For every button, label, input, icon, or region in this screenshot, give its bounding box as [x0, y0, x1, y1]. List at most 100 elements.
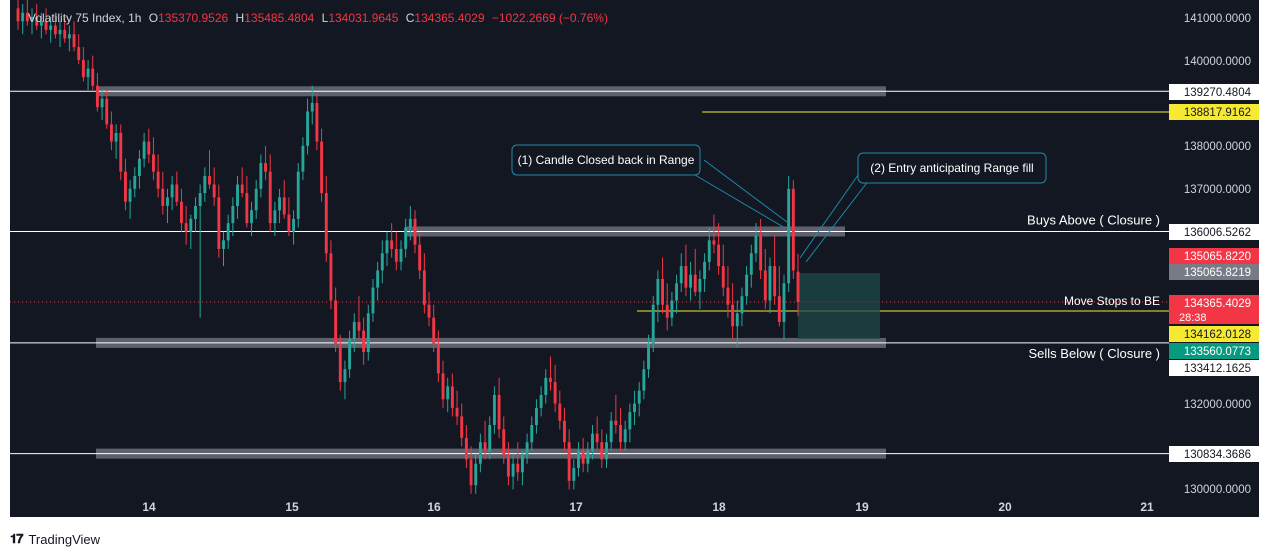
- candle-body: [91, 68, 95, 86]
- callout-pointer: [694, 174, 786, 229]
- time-tick-label: 16: [427, 500, 441, 514]
- candle-body: [212, 184, 216, 198]
- candle: [264, 145, 267, 181]
- change-value: −1022.2669 (−0.76%): [491, 11, 608, 25]
- candle: [394, 231, 398, 271]
- price-tick-label: 130000.0000: [1184, 484, 1251, 496]
- badge-bg: [1169, 326, 1259, 342]
- candle: [324, 175, 328, 262]
- candle-body: [343, 369, 347, 383]
- candle: [469, 446, 473, 494]
- candle: [679, 253, 683, 292]
- candle-body: [656, 278, 660, 305]
- candle-body: [600, 442, 604, 460]
- candle-body: [348, 339, 352, 370]
- candle-body: [119, 132, 123, 172]
- candle: [418, 231, 422, 279]
- candle: [436, 330, 440, 383]
- candle: [287, 197, 291, 237]
- brand-name: TradingView: [28, 531, 101, 547]
- candle-body: [142, 141, 146, 159]
- candle-body: [773, 266, 777, 297]
- candle: [511, 455, 515, 490]
- badge-text: 130834.3686: [1184, 449, 1251, 461]
- candle: [623, 420, 627, 451]
- candle-body: [63, 29, 67, 39]
- candle: [273, 201, 277, 237]
- candle-body: [264, 163, 267, 172]
- level-lines: Buys Above ( Closure ) Sells Below ( Clos…: [10, 86, 1169, 459]
- candle-body: [763, 270, 767, 301]
- candle-body: [609, 420, 613, 443]
- candle-body: [441, 373, 445, 400]
- candle: [100, 90, 104, 121]
- badge-bg: [1169, 224, 1259, 240]
- candle-body: [418, 244, 422, 271]
- candle-body: [310, 102, 314, 112]
- price-tick-label: 140000.0000: [1184, 56, 1251, 68]
- candle-body: [506, 455, 510, 477]
- candle: [740, 287, 744, 327]
- candle: [278, 188, 282, 224]
- candle: [198, 184, 202, 318]
- candle: [133, 167, 137, 198]
- candle-body: [301, 145, 305, 172]
- candle-body: [376, 270, 380, 288]
- candle: [236, 175, 239, 219]
- badge-bg: [1169, 446, 1259, 462]
- candle: [152, 137, 155, 181]
- candle-body: [404, 227, 408, 249]
- candle-body: [236, 184, 239, 206]
- candle: [768, 257, 772, 314]
- candle: [731, 283, 735, 340]
- candle-body: [198, 193, 202, 206]
- candle: [35, 4, 39, 30]
- candle: [619, 407, 622, 451]
- candle-body: [315, 102, 319, 142]
- candle-body: [684, 266, 688, 288]
- candle: [44, 8, 48, 35]
- candle: [231, 197, 235, 237]
- candle-body: [544, 377, 548, 395]
- tradingview-logo[interactable]: 𝟏𝟕 TradingView: [10, 531, 100, 547]
- candle: [170, 175, 174, 211]
- candle-body: [105, 98, 109, 125]
- candle-body: [436, 343, 440, 374]
- candle: [21, 4, 25, 35]
- candle-body: [754, 236, 758, 254]
- candle-body: [67, 34, 71, 39]
- candle: [717, 223, 721, 275]
- candle: [777, 266, 781, 327]
- level-text: Sells Below ( Closure ): [1029, 346, 1161, 361]
- candle: [600, 429, 604, 468]
- candle-body: [240, 184, 244, 194]
- candle-body: [39, 21, 43, 26]
- candle-body: [689, 274, 693, 288]
- candle-body: [152, 154, 155, 172]
- candle: [385, 231, 389, 267]
- candle: [72, 21, 76, 52]
- chart-canvas[interactable]: Buys Above ( Closure ) Sells Below ( Clos…: [10, 0, 1169, 517]
- level-price-badge: 136006.5262: [1169, 224, 1259, 240]
- candle: [91, 55, 95, 91]
- candle: [675, 274, 679, 314]
- candle: [530, 416, 534, 451]
- candle: [567, 429, 571, 490]
- symbol-interval: 1h: [128, 11, 142, 25]
- level-price-badge: 139270.4804: [1169, 84, 1259, 100]
- candle: [647, 334, 650, 378]
- candle: [147, 128, 151, 164]
- candle-body: [427, 304, 431, 318]
- candle-body: [408, 218, 412, 228]
- price-axis[interactable]: 141000.0000 140000.0000 138000.0000 137000.…: [1169, 0, 1259, 517]
- level-price-badge: 130834.3686: [1169, 446, 1259, 462]
- chart-pane[interactable]: Buys Above ( Closure ) Sells Below ( Clos…: [10, 0, 1169, 517]
- time-tick-label: 20: [998, 500, 1012, 514]
- candle: [651, 296, 655, 353]
- candle: [502, 416, 506, 464]
- candle: [432, 304, 436, 353]
- candle: [413, 210, 417, 254]
- candle: [665, 283, 669, 331]
- candle: [161, 171, 165, 215]
- candle-body: [586, 450, 590, 464]
